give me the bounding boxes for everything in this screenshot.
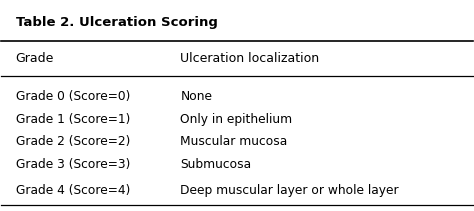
- Text: Muscular mucosa: Muscular mucosa: [181, 135, 288, 149]
- Text: Deep muscular layer or whole layer: Deep muscular layer or whole layer: [181, 184, 399, 197]
- Text: Grade 3 (Score=3): Grade 3 (Score=3): [16, 158, 130, 171]
- Text: Submucosa: Submucosa: [181, 158, 252, 171]
- Text: Table 2. Ulceration Scoring: Table 2. Ulceration Scoring: [16, 16, 218, 29]
- Text: None: None: [181, 90, 212, 103]
- Text: Grade 2 (Score=2): Grade 2 (Score=2): [16, 135, 130, 149]
- Text: Ulceration localization: Ulceration localization: [181, 52, 319, 65]
- Text: Only in epithelium: Only in epithelium: [181, 112, 292, 126]
- Text: Grade: Grade: [16, 52, 54, 65]
- Text: Grade 0 (Score=0): Grade 0 (Score=0): [16, 90, 130, 103]
- Text: Grade 4 (Score=4): Grade 4 (Score=4): [16, 184, 130, 197]
- Text: Grade 1 (Score=1): Grade 1 (Score=1): [16, 112, 130, 126]
